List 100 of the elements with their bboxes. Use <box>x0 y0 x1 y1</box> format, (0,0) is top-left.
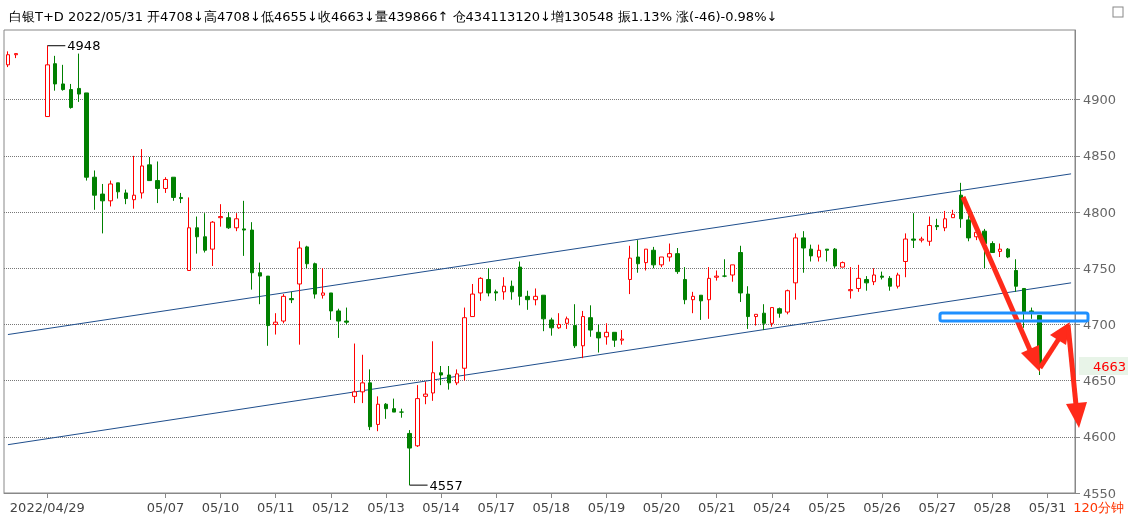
x-tick-label: 05/20 <box>642 500 681 515</box>
x-tick-label: 05/18 <box>532 500 571 515</box>
candlestick <box>431 340 435 402</box>
candlestick <box>336 308 341 339</box>
candlestick <box>258 262 262 305</box>
candlestick <box>612 331 617 348</box>
candlestick <box>218 203 223 228</box>
x-tick-label: 05/25 <box>808 500 846 515</box>
candlestick <box>171 176 176 202</box>
candlestick <box>699 294 703 321</box>
candlestick <box>250 221 254 291</box>
candlestick <box>132 155 136 210</box>
candlestick <box>651 246 656 269</box>
x-tick-label: 05/13 <box>367 500 405 515</box>
candlestick <box>754 313 758 327</box>
candlestick <box>392 398 396 413</box>
x-tick-label: 05/12 <box>312 500 350 515</box>
candlestick <box>667 243 672 262</box>
candlestick <box>14 53 18 59</box>
candlestick <box>494 289 498 302</box>
x-tick-label: 05/14 <box>422 500 460 515</box>
candlestick <box>707 266 711 320</box>
candlestick <box>407 429 412 486</box>
candlestick <box>53 55 57 92</box>
x-tick-label: 05/17 <box>477 500 515 515</box>
candlestick <box>565 316 569 330</box>
x-tick-label: 05/11 <box>256 500 295 515</box>
candlestick <box>966 214 971 242</box>
candlestick <box>770 307 774 328</box>
candlestick <box>266 275 270 347</box>
candlestick <box>195 216 199 255</box>
candlestick <box>525 290 530 311</box>
candlestick <box>951 209 955 219</box>
candlestick <box>100 183 105 234</box>
candlestick <box>360 354 365 404</box>
candlestick <box>809 244 813 262</box>
y-tick-label: 4700 <box>1083 316 1117 332</box>
candlestick <box>604 322 609 346</box>
candlestick <box>746 285 750 330</box>
candlestick <box>888 275 892 292</box>
candlestick <box>423 381 428 405</box>
candlestick <box>722 258 727 278</box>
candlestick <box>462 307 467 382</box>
candlestick <box>714 269 719 282</box>
candlestick <box>478 276 483 302</box>
y-tick-label: 4850 <box>1083 148 1117 164</box>
candlestick <box>376 395 380 432</box>
candlestick <box>777 307 782 319</box>
candlestick <box>919 236 924 243</box>
candlestick <box>140 148 144 200</box>
x-tick-label: 05/07 <box>146 500 185 515</box>
candlestick <box>163 176 168 194</box>
candlestick <box>762 303 766 331</box>
candlestick <box>730 264 735 283</box>
candlestick <box>1014 258 1018 293</box>
candlestick <box>675 247 680 275</box>
candlestick <box>785 289 790 315</box>
candlestick <box>588 304 593 338</box>
candlestick <box>943 210 947 232</box>
candlestick <box>880 271 884 280</box>
candlestick <box>92 169 97 211</box>
candlestick <box>203 212 207 254</box>
candlestick <box>628 245 632 295</box>
candlestick <box>352 343 357 404</box>
annotation: 4948 <box>67 38 101 54</box>
y-tick-label: 4650 <box>1083 373 1117 389</box>
x-tick-label: 05/26 <box>863 500 901 515</box>
candlestick <box>415 384 420 448</box>
candlestick <box>825 248 829 262</box>
candlestick <box>636 239 640 274</box>
annotation: 4557 <box>429 477 463 493</box>
candlestick <box>281 293 286 324</box>
candlestick <box>557 312 561 330</box>
candlestick <box>533 287 538 306</box>
candlestick <box>691 291 695 314</box>
candlestick <box>959 182 963 229</box>
x-tick-label: 05/31 <box>1028 500 1067 515</box>
candlestick <box>179 192 183 204</box>
candlestick <box>998 243 1002 258</box>
candlestick <box>242 200 246 257</box>
candlestick <box>45 45 50 118</box>
candlestick <box>549 317 554 337</box>
x-tick-label: 2022/04/29 <box>9 500 85 515</box>
candlestick <box>486 267 491 297</box>
candlestick <box>541 294 546 332</box>
candlestick <box>502 276 506 301</box>
candlestick <box>856 264 861 293</box>
x-tick-label: 05/28 <box>973 500 1012 515</box>
candlestick <box>872 267 876 286</box>
candlestick <box>84 92 89 182</box>
candlestick <box>659 256 664 268</box>
x-tick-label: 05/10 <box>201 500 240 515</box>
candlestick <box>738 245 743 303</box>
candlestick <box>297 240 302 346</box>
candlestick <box>1006 247 1010 259</box>
candlestick <box>581 310 585 359</box>
candlestick <box>305 245 309 269</box>
candlestick <box>896 272 900 289</box>
candlestick <box>793 232 798 301</box>
candlestick <box>116 182 120 200</box>
